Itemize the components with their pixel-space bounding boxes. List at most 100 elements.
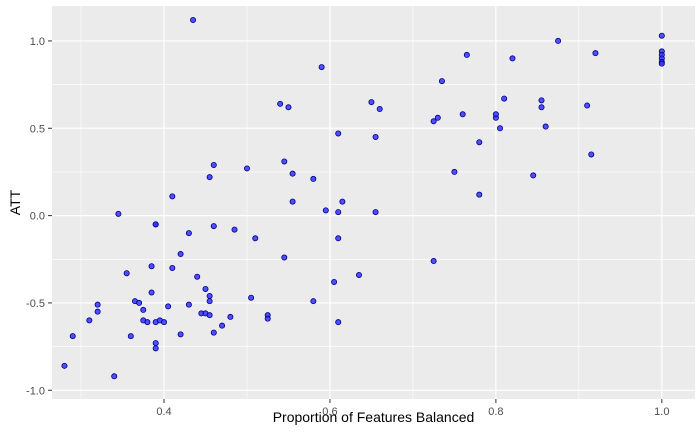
data-point xyxy=(476,191,483,198)
data-point xyxy=(161,319,168,326)
data-point xyxy=(310,298,317,305)
data-point xyxy=(69,333,76,340)
data-point xyxy=(148,289,155,296)
data-point xyxy=(430,258,437,265)
data-point xyxy=(177,331,184,338)
data-point xyxy=(501,95,508,102)
data-point xyxy=(248,294,255,301)
data-point xyxy=(136,299,143,306)
data-point xyxy=(542,123,549,130)
data-point xyxy=(140,306,147,313)
data-point xyxy=(94,308,101,315)
data-point xyxy=(555,37,562,44)
data-point xyxy=(206,174,213,181)
data-point xyxy=(459,111,466,118)
data-point xyxy=(335,209,342,216)
data-point xyxy=(219,322,226,329)
data-point xyxy=(277,100,284,107)
data-point xyxy=(592,50,599,57)
data-point xyxy=(434,114,441,121)
data-point xyxy=(285,104,292,111)
data-point xyxy=(339,198,346,205)
data-point xyxy=(355,271,362,278)
data-point xyxy=(144,319,151,326)
y-tick-label: 0.5 xyxy=(30,123,45,135)
data-point xyxy=(185,230,192,237)
plot-panel xyxy=(52,6,695,399)
data-point xyxy=(492,111,499,118)
data-point xyxy=(430,118,437,125)
data-point xyxy=(289,198,296,205)
data-point xyxy=(509,55,516,62)
data-point xyxy=(61,362,68,369)
data-point xyxy=(148,263,155,270)
x-tick-label: 0.8 xyxy=(488,406,503,418)
major-gridlines xyxy=(52,6,695,399)
data-point xyxy=(438,78,445,85)
data-point xyxy=(588,151,595,158)
data-point xyxy=(376,106,383,113)
data-point xyxy=(322,207,329,214)
data-point xyxy=(368,99,375,106)
data-point xyxy=(86,317,93,324)
data-point xyxy=(264,315,271,322)
data-point xyxy=(123,270,130,277)
data-point xyxy=(281,254,288,261)
y-tick-label: 1.0 xyxy=(30,36,45,48)
x-axis-title: Proportion of Features Balanced xyxy=(273,409,475,425)
data-point xyxy=(202,285,209,292)
data-point xyxy=(289,170,296,177)
data-point xyxy=(584,102,591,109)
data-point xyxy=(210,161,217,168)
data-point xyxy=(111,373,118,380)
data-point xyxy=(177,251,184,258)
data-point xyxy=(94,301,101,308)
data-point xyxy=(658,32,665,39)
data-point xyxy=(372,209,379,216)
data-point xyxy=(335,130,342,137)
data-point xyxy=(194,273,201,280)
data-point xyxy=(476,139,483,146)
y-axis-title: ATT xyxy=(7,189,23,215)
data-point xyxy=(115,210,122,217)
data-point xyxy=(252,235,259,242)
data-point xyxy=(451,168,458,175)
data-point xyxy=(331,278,338,285)
y-tick-label: 0.0 xyxy=(30,211,45,223)
data-point xyxy=(206,312,213,319)
data-point xyxy=(335,235,342,242)
data-point xyxy=(210,329,217,336)
data-point xyxy=(152,221,159,228)
data-point xyxy=(243,165,250,172)
data-point xyxy=(206,292,213,299)
y-axis-ticks: -1.0 -0.5 0.0 0.5 1.0 xyxy=(26,36,52,397)
data-points xyxy=(61,16,665,380)
data-point xyxy=(152,345,159,352)
minor-gridlines xyxy=(52,6,695,399)
x-axis-ticks: 0.4 0.6 0.8 1.0 xyxy=(156,399,669,418)
y-tick-label: -1.0 xyxy=(26,385,45,397)
data-point xyxy=(210,223,217,230)
x-tick-label: 0.6 xyxy=(322,406,337,418)
data-point xyxy=(281,158,288,165)
data-point xyxy=(165,303,172,310)
data-point xyxy=(310,175,317,182)
data-point xyxy=(190,16,197,23)
data-point xyxy=(206,298,213,305)
data-point xyxy=(538,97,545,104)
data-point xyxy=(231,226,238,233)
data-point xyxy=(318,64,325,71)
data-point xyxy=(335,319,342,326)
data-point xyxy=(227,313,234,320)
data-point xyxy=(658,60,665,67)
data-point xyxy=(497,125,504,132)
data-point xyxy=(185,301,192,308)
data-point xyxy=(127,333,134,340)
data-point xyxy=(372,133,379,140)
data-point xyxy=(169,193,176,200)
x-tick-label: 1.0 xyxy=(654,406,669,418)
data-point xyxy=(152,340,159,347)
x-tick-label: 0.4 xyxy=(156,406,171,418)
data-point xyxy=(530,172,537,179)
